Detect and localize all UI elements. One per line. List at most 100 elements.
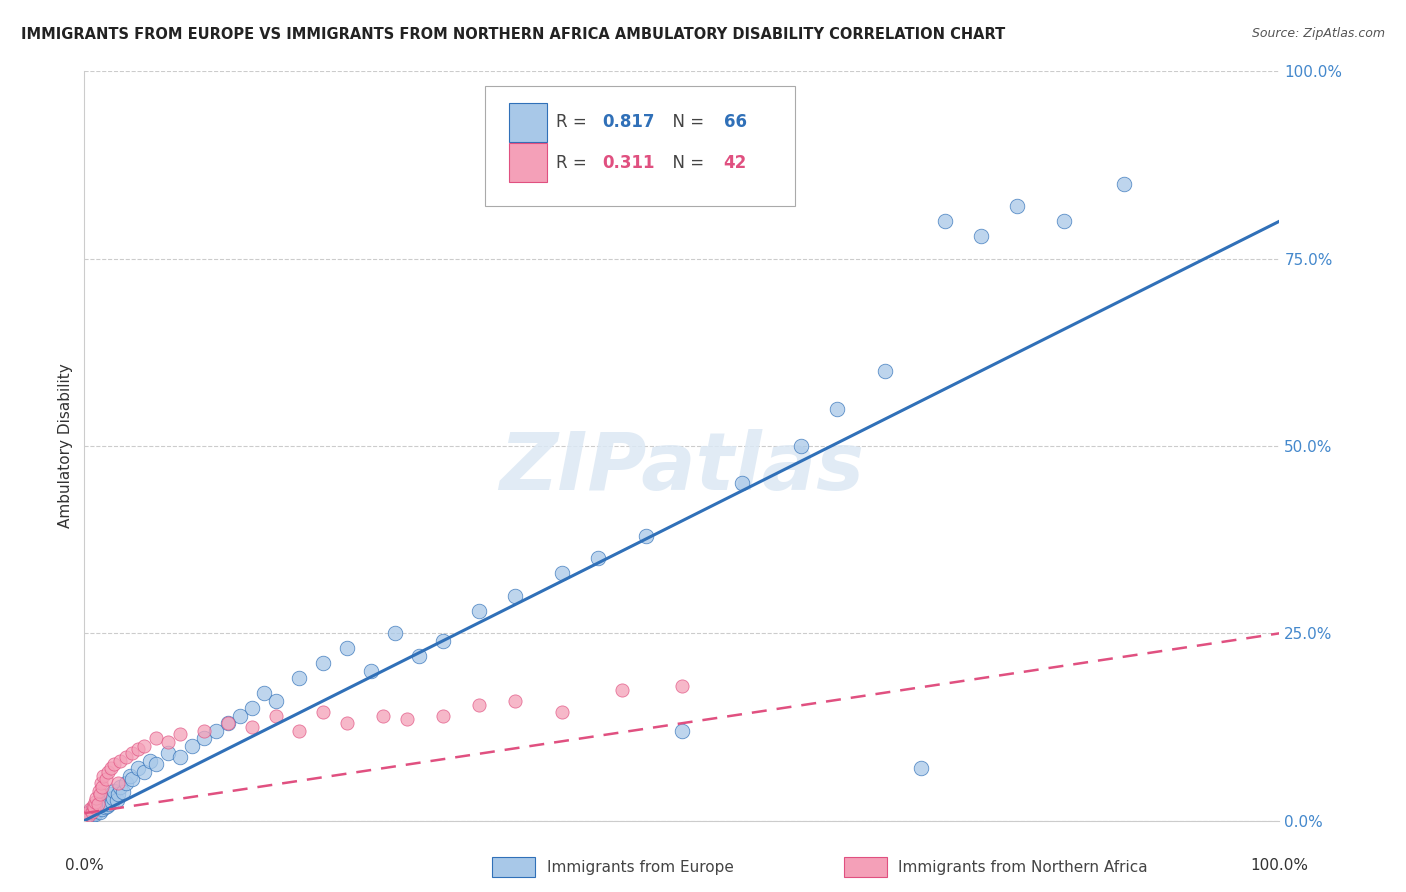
Point xyxy=(432,633,454,648)
Point xyxy=(96,798,118,813)
Point xyxy=(80,805,103,819)
Point xyxy=(468,604,491,618)
Point xyxy=(408,648,430,663)
Point xyxy=(77,806,100,821)
Point xyxy=(110,780,132,794)
Point xyxy=(82,802,104,816)
Point xyxy=(157,746,180,760)
Point xyxy=(86,804,108,818)
Text: 0.311: 0.311 xyxy=(602,153,654,172)
Point xyxy=(90,776,112,790)
Point xyxy=(77,807,100,822)
Point xyxy=(93,800,115,814)
Point xyxy=(87,800,110,814)
Point xyxy=(77,806,100,821)
Point xyxy=(169,727,191,741)
Text: 0.817: 0.817 xyxy=(602,113,654,131)
Point xyxy=(671,679,693,693)
Point xyxy=(145,731,167,746)
Point xyxy=(264,708,287,723)
Point xyxy=(103,783,125,797)
Point xyxy=(193,731,215,746)
Point xyxy=(312,705,335,719)
Point xyxy=(384,626,406,640)
Text: IMMIGRANTS FROM EUROPE VS IMMIGRANTS FROM NORTHERN AFRICA AMBULATORY DISABILITY : IMMIGRANTS FROM EUROPE VS IMMIGRANTS FRO… xyxy=(21,27,1005,42)
Point xyxy=(360,664,382,678)
Point xyxy=(240,720,263,734)
Point xyxy=(98,797,121,812)
Point xyxy=(181,739,204,753)
Point xyxy=(89,788,111,802)
Point xyxy=(84,795,107,809)
Bar xyxy=(492,857,536,877)
Point xyxy=(139,754,162,768)
Text: 42: 42 xyxy=(724,153,747,172)
Point xyxy=(86,791,108,805)
Point xyxy=(91,802,114,816)
Point xyxy=(97,792,120,806)
Point xyxy=(86,798,108,813)
Point xyxy=(145,757,167,772)
Point xyxy=(110,754,132,768)
Point xyxy=(193,723,215,738)
Text: Source: ZipAtlas.com: Source: ZipAtlas.com xyxy=(1251,27,1385,40)
Point xyxy=(1053,214,1076,228)
Point xyxy=(94,791,117,805)
Text: 66: 66 xyxy=(724,113,747,131)
Point xyxy=(336,716,359,731)
Text: Immigrants from Northern Africa: Immigrants from Northern Africa xyxy=(898,860,1147,874)
Point xyxy=(373,708,395,723)
Point xyxy=(288,723,311,738)
Bar xyxy=(844,857,887,877)
Point xyxy=(970,229,993,244)
FancyBboxPatch shape xyxy=(509,144,547,182)
Text: 100.0%: 100.0% xyxy=(1250,858,1309,873)
Point xyxy=(336,641,359,656)
Point xyxy=(875,364,897,378)
Point xyxy=(83,806,105,821)
Point xyxy=(105,792,128,806)
Point xyxy=(115,776,138,790)
Point xyxy=(121,772,143,787)
Point xyxy=(101,795,124,809)
Point xyxy=(432,708,454,723)
Point xyxy=(100,761,122,775)
Point xyxy=(396,713,419,727)
Point xyxy=(468,698,491,712)
Point xyxy=(115,750,138,764)
Point xyxy=(790,439,813,453)
Point xyxy=(551,566,574,581)
Text: ZIPatlas: ZIPatlas xyxy=(499,429,865,508)
Point xyxy=(107,788,129,802)
Point xyxy=(934,214,956,228)
Point xyxy=(551,705,574,719)
Point xyxy=(264,694,287,708)
Point xyxy=(84,806,107,821)
Point xyxy=(91,780,114,794)
Point xyxy=(827,401,849,416)
Point xyxy=(1005,199,1028,213)
Point xyxy=(118,769,141,783)
Point xyxy=(588,551,610,566)
Point xyxy=(93,795,115,809)
Point xyxy=(121,746,143,760)
Text: N =: N = xyxy=(662,113,709,131)
Point xyxy=(910,761,932,775)
Point xyxy=(731,476,754,491)
Point xyxy=(288,671,311,685)
Point xyxy=(127,761,149,775)
Point xyxy=(89,805,111,819)
Text: Immigrants from Europe: Immigrants from Europe xyxy=(547,860,734,874)
Point xyxy=(107,776,129,790)
FancyBboxPatch shape xyxy=(509,103,547,142)
Point xyxy=(127,742,149,756)
Point xyxy=(103,757,125,772)
Text: N =: N = xyxy=(662,153,709,172)
Point xyxy=(217,716,239,731)
Point xyxy=(312,657,335,671)
Text: 0.0%: 0.0% xyxy=(65,858,104,873)
Text: R =: R = xyxy=(557,113,592,131)
Point xyxy=(80,807,103,822)
Point xyxy=(169,750,191,764)
Point xyxy=(87,783,110,797)
